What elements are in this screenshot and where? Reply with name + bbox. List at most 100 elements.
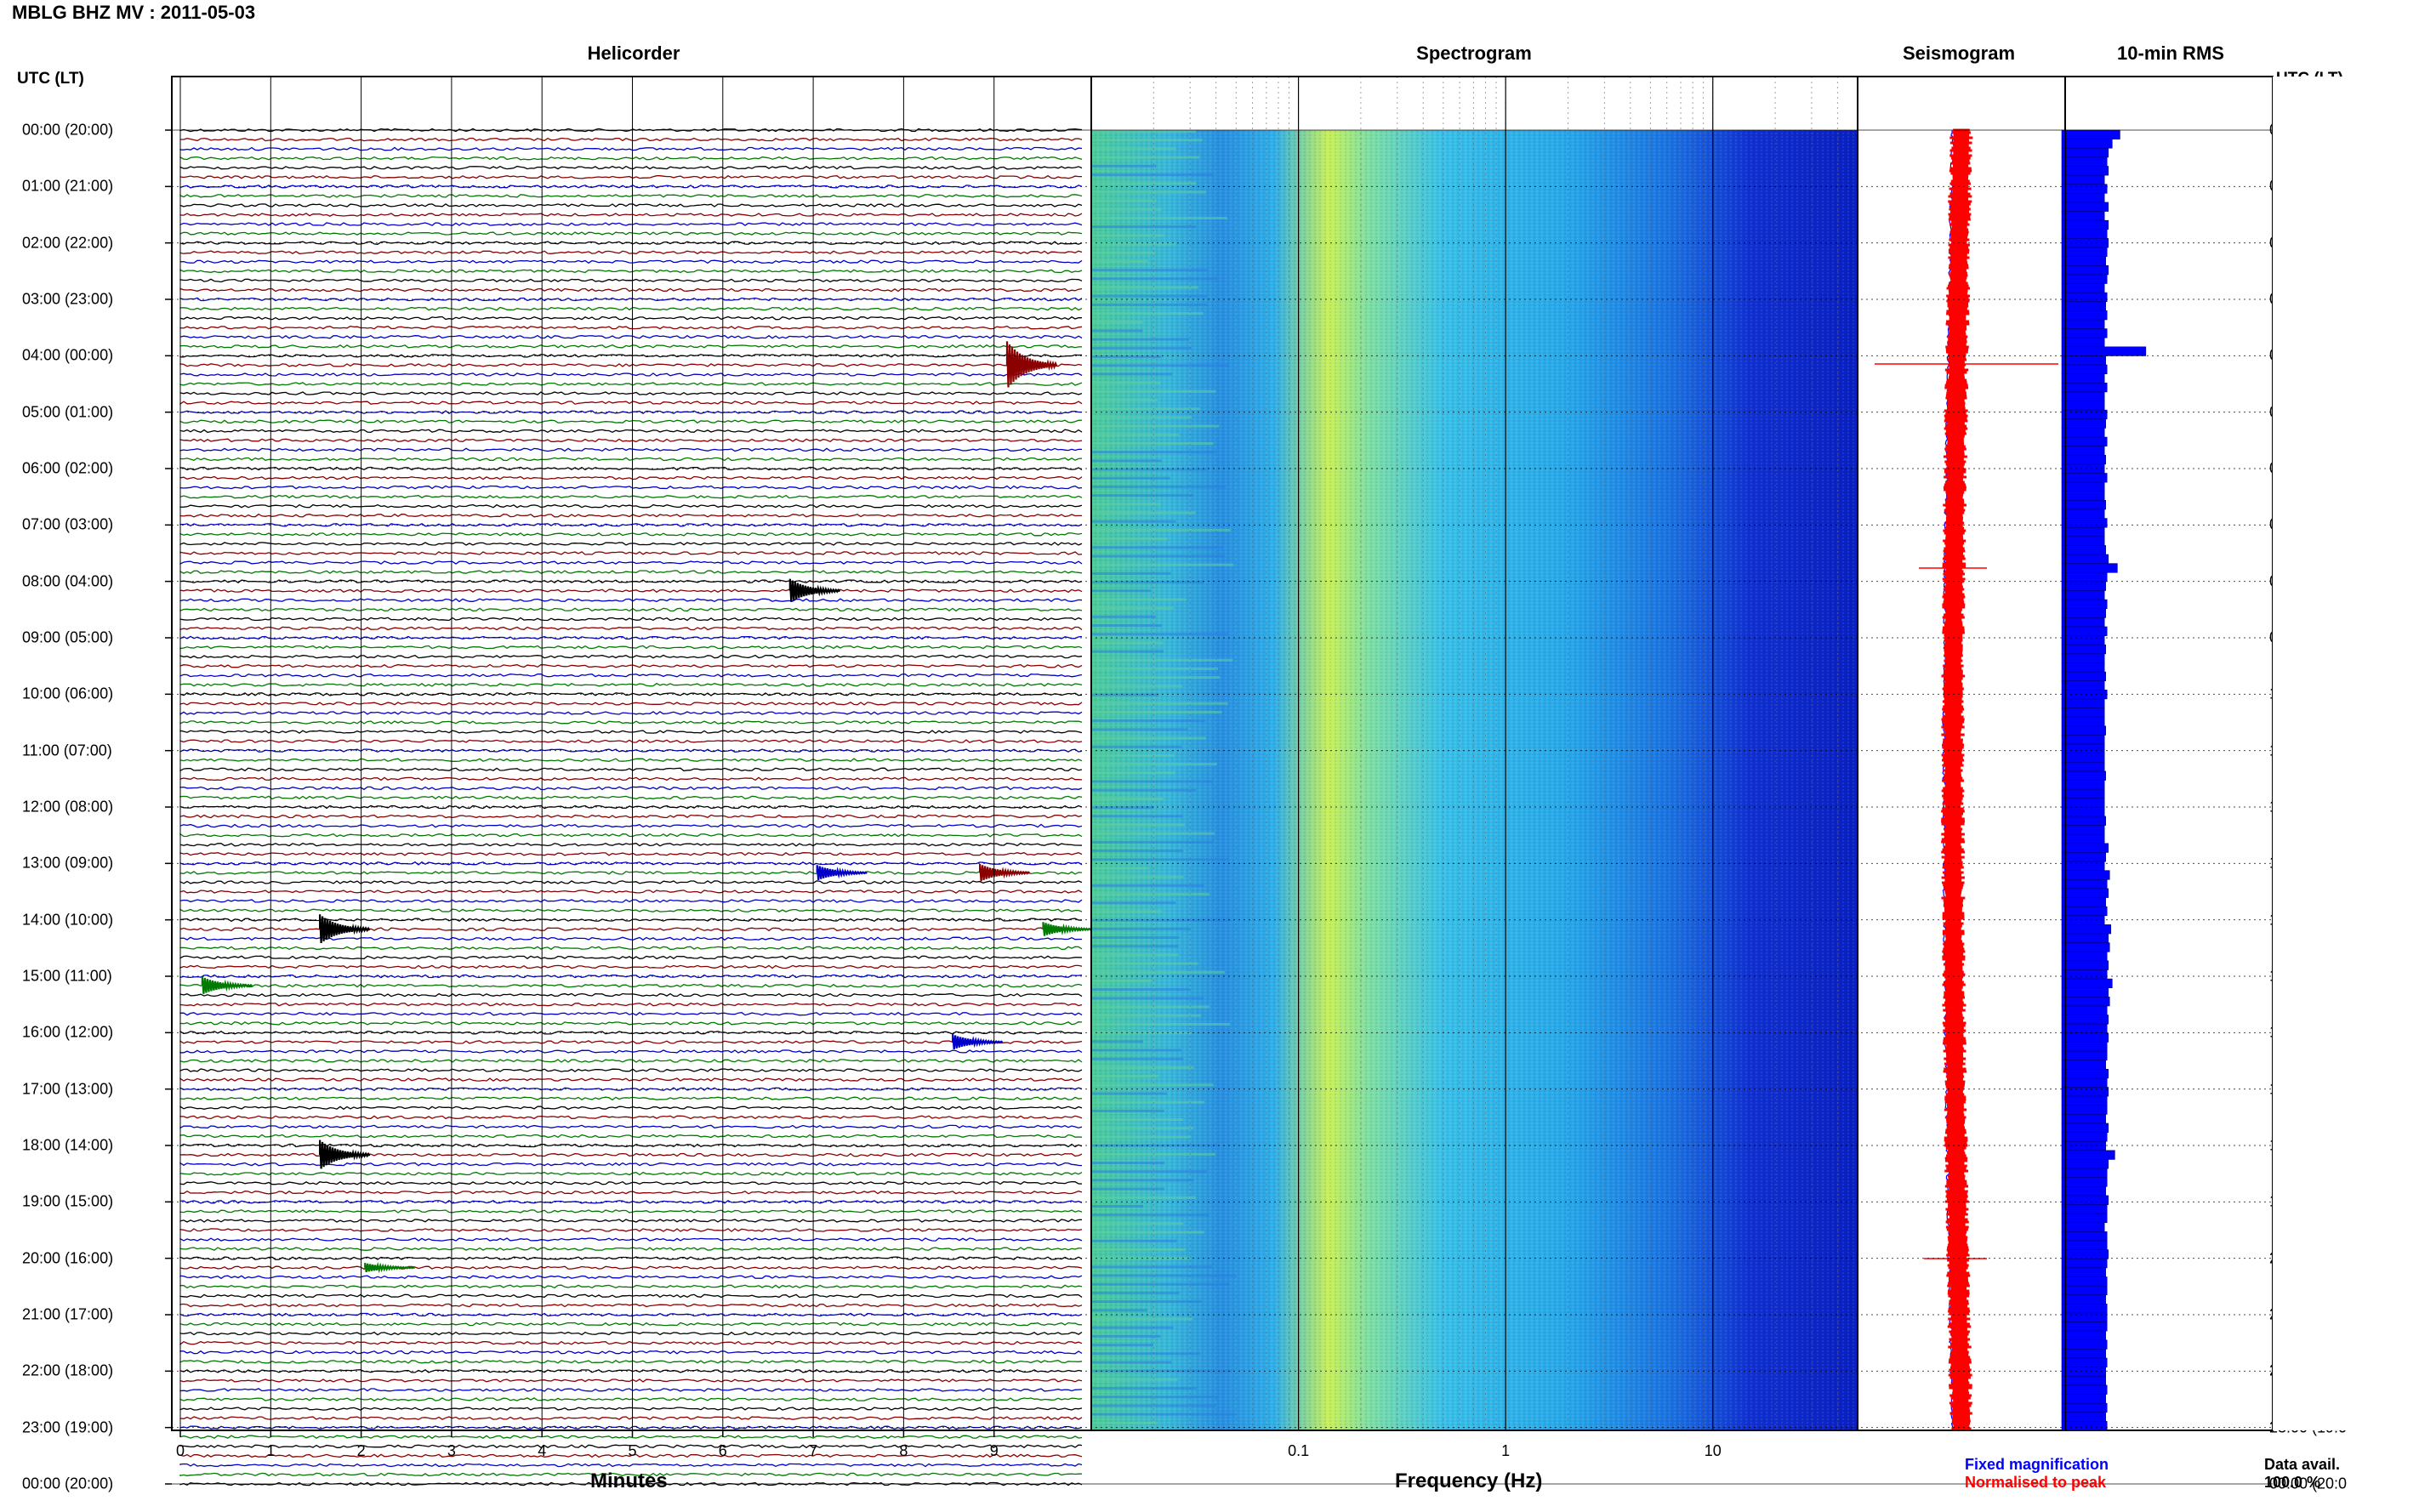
helicorder-trace	[179, 1453, 1083, 1458]
helicorder-trace	[179, 588, 1083, 594]
helicorder-trace	[179, 1369, 1083, 1373]
helicorder-trace	[179, 410, 1082, 415]
minute-tick-label: 7	[809, 1442, 817, 1459]
spectrogram-band	[1091, 398, 1158, 401]
rms-bar	[2061, 653, 2105, 663]
spectrogram-band	[1091, 468, 1208, 471]
helicorder-trace	[179, 1059, 1083, 1063]
rms-bar	[2061, 509, 2105, 519]
spectrogram-band	[1091, 259, 1148, 263]
frequency-label: Frequency (Hz)	[1395, 1469, 1543, 1492]
spectrogram-band	[1091, 364, 1229, 367]
helicorder-trace	[179, 1293, 1083, 1299]
rms-bar	[2061, 816, 2106, 826]
rms-bar	[2061, 735, 2105, 745]
helicorder-trace	[179, 1247, 1083, 1251]
spectrogram-band	[1091, 988, 1191, 992]
rms-bar	[2061, 337, 2105, 348]
helicorder-trace	[179, 1472, 1082, 1477]
rms-bar	[2061, 436, 2108, 446]
helicorder-trace	[179, 297, 1083, 302]
helicorder-trace	[179, 494, 1083, 499]
helicorder-trace	[179, 946, 1083, 951]
spectrogram-band	[1091, 763, 1217, 766]
rms-bar	[2061, 446, 2105, 456]
helicorder-trace	[179, 1350, 1083, 1355]
spectrogram-band	[1091, 850, 1183, 853]
spectrogram-band	[1091, 433, 1179, 436]
spectrogram-band	[1091, 225, 1197, 229]
spectrogram-band	[1091, 581, 1204, 584]
left-time-label: 19:00 (15:00)	[22, 1192, 114, 1210]
rms-bar	[2061, 852, 2106, 862]
rms-bar	[2061, 409, 2108, 420]
spectrogram-band	[1091, 1162, 1165, 1165]
helicorder-trace	[179, 1077, 1083, 1082]
helicorder-trace	[179, 438, 1083, 443]
helicorder-trace	[179, 570, 1083, 574]
rms-bar	[2061, 626, 2108, 636]
spectrogram-band	[1091, 693, 1159, 696]
helicorder-trace	[179, 194, 1083, 198]
spectrogram-band	[1091, 1057, 1184, 1060]
spectrogram-band	[1091, 1265, 1212, 1269]
rms-bar	[2061, 319, 2105, 329]
helicorder-trace	[179, 156, 1083, 161]
spectrogram-band	[1091, 303, 1208, 306]
spectrogram-band	[1091, 1144, 1220, 1147]
spectrogram-band	[1091, 1005, 1210, 1009]
rms-bar	[2061, 1068, 2109, 1079]
rms-bar	[2061, 1195, 2109, 1205]
rms-bar	[2061, 1140, 2106, 1151]
spectrogram-band	[1091, 893, 1210, 896]
left-time-label: 02:00 (22:00)	[22, 234, 114, 252]
spectrogram-band	[1091, 1334, 1161, 1338]
helicorder-trace	[179, 823, 1083, 828]
helicorder-trace	[179, 165, 1083, 170]
helicorder-trace	[179, 795, 1083, 800]
helicorder-trace	[179, 654, 1083, 659]
spectrogram-band	[1091, 381, 1161, 384]
helicorder-event	[788, 578, 841, 602]
rms-bar	[2061, 743, 2105, 753]
rms-bar	[2061, 571, 2108, 583]
spectrogram-band	[1091, 459, 1162, 463]
helicorder-trace	[179, 447, 1082, 452]
rms-bar	[2061, 978, 2113, 989]
left-time-label: 17:00 (13:00)	[22, 1080, 114, 1098]
spectrogram-band	[1091, 286, 1198, 289]
spectrogram-band	[1091, 269, 1208, 272]
spectrogram-band	[1091, 338, 1190, 341]
rms-bar	[2061, 283, 2105, 293]
helicorder-trace	[179, 1228, 1083, 1232]
spectrogram-band	[1091, 1317, 1193, 1321]
spectrogram-band	[1091, 650, 1164, 653]
helicorder-trace	[179, 259, 1083, 264]
helicorder-trace	[179, 692, 1083, 696]
spectrogram-band	[1091, 685, 1183, 688]
helicorder-trace	[179, 382, 1083, 386]
frequency-tick-label: 1	[1501, 1442, 1510, 1459]
legend-fixed: Fixed magnification	[1965, 1456, 2109, 1473]
spectrogram-band	[1091, 1127, 1193, 1130]
rms-bar	[2061, 310, 2108, 321]
spectrogram-band	[1091, 416, 1192, 419]
rms-bar	[2061, 888, 2109, 898]
minute-tick-label: 3	[447, 1442, 456, 1459]
helicorder-trace	[179, 1124, 1083, 1129]
figure-title: MBLG BHZ MV : 2011-05-03	[12, 2, 256, 23]
spectrogram-band	[1091, 1032, 1192, 1035]
spectrogram-band	[1091, 1135, 1192, 1139]
rms-bar	[2061, 264, 2109, 276]
rms-bar	[2061, 211, 2105, 221]
helicorder-trace	[179, 485, 1083, 490]
spectrogram-band	[1091, 736, 1206, 740]
rms-bar	[2061, 1375, 2106, 1386]
rms-bar	[2061, 355, 2106, 366]
spectrogram-band	[1091, 1049, 1181, 1052]
rms-bar	[2061, 373, 2105, 384]
rms-bar	[2061, 951, 2108, 962]
rms-bar	[2061, 1267, 2106, 1277]
helicorder-trace	[179, 344, 1083, 349]
